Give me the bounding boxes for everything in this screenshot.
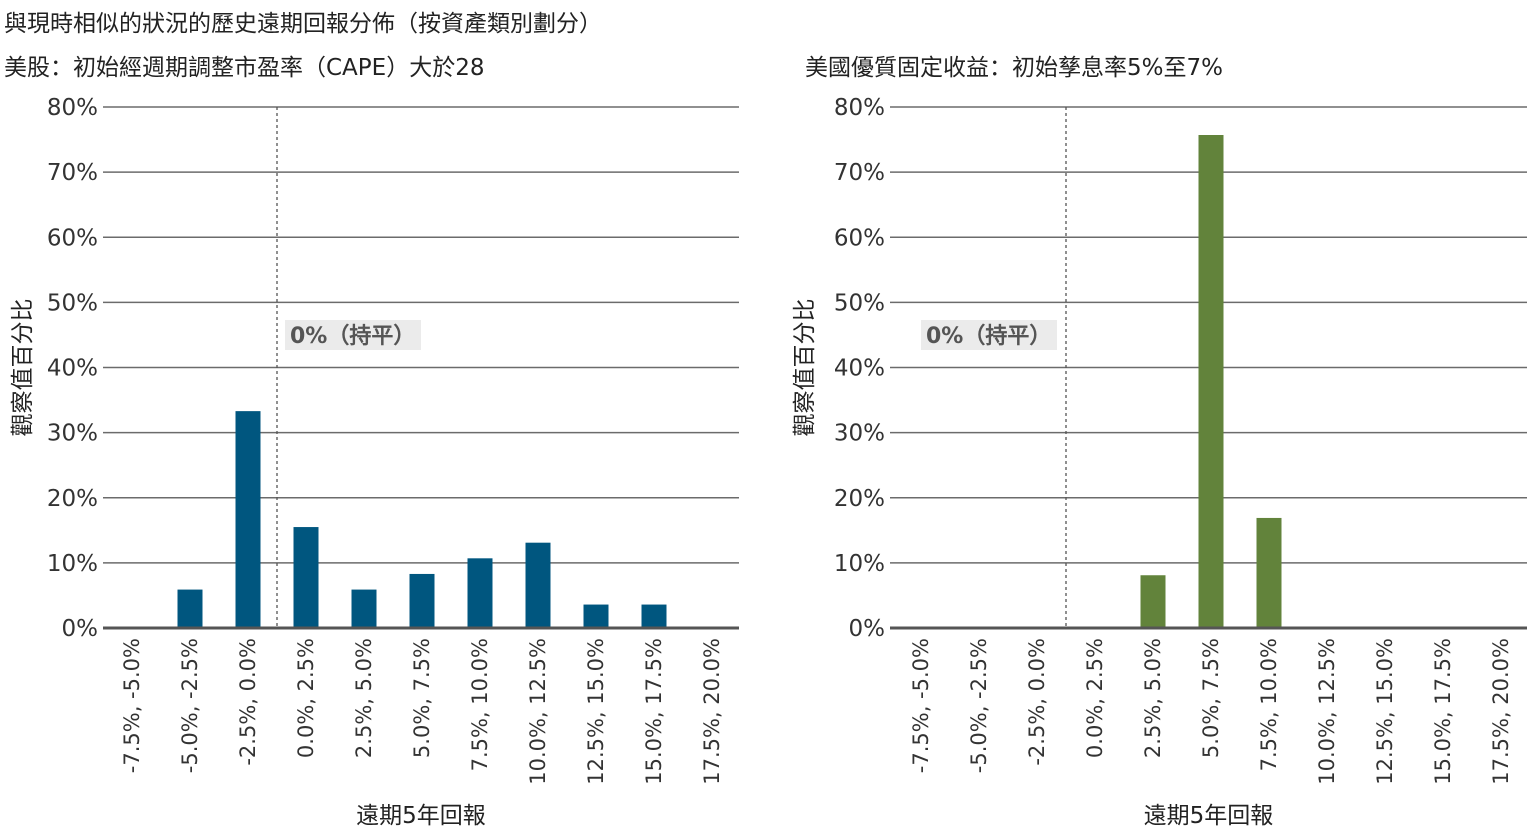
x-tick-label: -5.0%, -2.5% (967, 638, 991, 773)
y-tick-label: 50% (834, 290, 885, 316)
bar (1256, 517, 1282, 628)
bar (351, 589, 377, 628)
x-axis-label: 遠期5年回報 (1144, 803, 1274, 829)
bar (583, 604, 609, 628)
x-tick-label: 5.0%, 7.5% (410, 638, 434, 758)
right-chart-title: 美國優質固定收益：初始孳息率5%至7% (805, 55, 1223, 81)
y-tick-label: 10% (47, 551, 98, 577)
annotation-label: 0%（持平） (926, 324, 1051, 349)
y-tick-label: 30% (47, 421, 98, 447)
x-tick-label: 12.5%, 15.0% (1373, 638, 1397, 785)
bar (177, 589, 203, 628)
x-tick-label: 0.0%, 2.5% (294, 638, 318, 758)
y-tick-label: 30% (834, 421, 885, 447)
bar (409, 573, 435, 628)
y-tick-label: 80% (834, 95, 885, 121)
x-tick-label: 10.0%, 12.5% (1315, 638, 1339, 785)
annotation-box (921, 320, 1057, 350)
main-title: 與現時相似的狀況的歷史遠期回報分佈（按資產類別劃分） (4, 11, 602, 37)
x-tick-label: -2.5%, 0.0% (236, 638, 260, 766)
y-axis-label: 觀察值百分比 (792, 299, 818, 437)
bar (235, 411, 261, 628)
x-tick-label: 17.5%, 20.0% (1489, 638, 1513, 785)
x-tick-label: 7.5%, 10.0% (468, 638, 492, 771)
y-tick-label: 50% (47, 290, 98, 316)
bar (525, 542, 551, 628)
bar (641, 604, 667, 628)
right-chart: 0% 10% 20% 30% 40% 50% 60% 70% 80% 0%（持平） -7.5%, -… (792, 95, 1527, 829)
y-tick-label: 40% (47, 356, 98, 382)
x-tick-label: 10.0%, 12.5% (526, 638, 550, 785)
bar (1140, 575, 1166, 628)
x-tick-label: 2.5%, 5.0% (352, 638, 376, 758)
x-tick-label: 7.5%, 10.0% (1257, 638, 1281, 771)
y-tick-label: 20% (834, 486, 885, 512)
y-tick-label: 10% (834, 551, 885, 577)
x-axis-label: 遠期5年回報 (356, 803, 486, 829)
x-tick-label: 5.0%, 7.5% (1199, 638, 1223, 758)
x-tick-label: 15.0%, 17.5% (1431, 638, 1455, 785)
y-axis-label: 觀察值百分比 (10, 299, 36, 437)
x-tick-label: -2.5%, 0.0% (1025, 638, 1049, 766)
y-tick-label: 20% (47, 486, 98, 512)
x-tick-label: 2.5%, 5.0% (1141, 638, 1165, 758)
x-tick-label: 15.0%, 17.5% (642, 638, 666, 785)
y-tick-label: 0% (62, 616, 99, 642)
bar (293, 527, 319, 628)
annotation-box (285, 320, 421, 350)
x-tick-label: 17.5%, 20.0% (700, 638, 724, 785)
x-tick-label: -7.5%, -5.0% (909, 638, 933, 773)
annotation-label: 0%（持平） (290, 324, 415, 349)
y-tick-label: 0% (849, 616, 886, 642)
bar (467, 558, 493, 628)
x-tick-label: -7.5%, -5.0% (120, 638, 144, 773)
y-tick-label: 70% (47, 160, 98, 186)
y-tick-label: 60% (834, 225, 885, 251)
y-tick-label: 70% (834, 160, 885, 186)
y-tick-label: 40% (834, 356, 885, 382)
x-tick-label: 0.0%, 2.5% (1083, 638, 1107, 758)
y-tick-label: 60% (47, 225, 98, 251)
x-tick-label: -5.0%, -2.5% (178, 638, 202, 773)
x-tick-label: 12.5%, 15.0% (584, 638, 608, 785)
left-chart: 0% 10% 20% 30% 40% 50% 60% 70% 80% 0%（持平） -7.5%, -… (10, 95, 739, 829)
y-tick-label: 80% (47, 95, 98, 121)
left-chart-title: 美股：初始經週期調整市盈率（CAPE）大於28 (4, 55, 485, 81)
bar (1198, 135, 1224, 628)
